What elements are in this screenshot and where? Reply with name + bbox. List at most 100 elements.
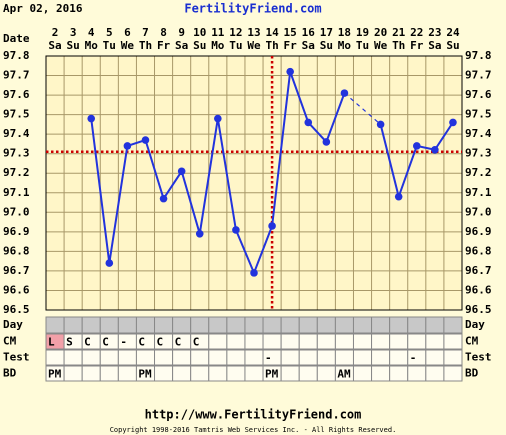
cell	[280, 333, 300, 350]
temperature-point	[449, 118, 457, 127]
cell	[63, 349, 83, 366]
cell	[172, 349, 192, 366]
y-tick-label: 97.4	[465, 127, 492, 140]
cell	[226, 316, 246, 334]
cell	[244, 316, 264, 334]
cell	[226, 365, 246, 382]
cell	[117, 349, 137, 366]
temperature-point	[250, 269, 258, 277]
y-tick-label: 96.5	[465, 303, 492, 316]
weekday-label: Fr	[410, 39, 424, 52]
cell	[99, 316, 119, 334]
temperature-point	[232, 226, 240, 234]
weekday-label: Mo	[211, 39, 225, 52]
weekday-label: Tu	[356, 39, 369, 52]
cell	[298, 349, 318, 366]
test-entry: -	[265, 352, 272, 365]
chart-date: Apr 02, 2016	[3, 2, 83, 15]
weekday-label: Sa	[175, 39, 188, 52]
cell	[352, 349, 373, 366]
test-entry: -	[410, 352, 417, 365]
cm-entry: C	[102, 336, 109, 349]
cell	[190, 316, 210, 334]
cell	[262, 316, 282, 334]
cell	[443, 333, 463, 350]
y-tick-label: 96.9	[465, 225, 492, 238]
cell	[208, 365, 228, 382]
weekday-label: Th	[139, 39, 152, 52]
cell	[244, 365, 264, 382]
date-label: 5	[106, 26, 113, 39]
cm-entry: S	[66, 336, 73, 349]
date-label: 13	[247, 26, 260, 39]
y-tick-label: 97.5	[3, 108, 30, 121]
footer-url: http://www.FertilityFriend.com	[145, 408, 362, 422]
cell	[172, 316, 192, 334]
cell	[425, 316, 445, 334]
temperature-point	[431, 145, 439, 154]
cell	[99, 365, 119, 382]
date-label: 11	[211, 26, 225, 39]
cell	[443, 349, 463, 366]
cell	[99, 349, 119, 366]
cell	[81, 316, 101, 334]
bd-entry: PM	[138, 368, 152, 381]
cm-entry: C	[84, 336, 91, 349]
weekday-label: Mo	[338, 39, 352, 52]
cell	[154, 349, 174, 366]
y-tick-label: 97.0	[465, 205, 492, 218]
y-tick-label: 97.3	[3, 147, 30, 160]
cell	[389, 333, 409, 350]
cell	[244, 333, 264, 350]
cell	[443, 316, 463, 334]
cell	[172, 365, 192, 382]
cell	[226, 349, 246, 366]
y-tick-label: 97.7	[3, 69, 30, 82]
y-tick-label: 97.7	[465, 69, 492, 82]
y-tick-label: 96.9	[3, 225, 30, 238]
bd-entry: AM	[337, 368, 351, 381]
weekday-label: Fr	[284, 39, 298, 52]
cell	[371, 316, 391, 334]
cell	[135, 316, 156, 334]
cell	[443, 365, 463, 382]
y-tick-label: 97.2	[3, 166, 30, 179]
y-tick-label: 97.3	[465, 147, 492, 160]
y-tick-label: 97.8	[465, 49, 492, 62]
cell	[226, 333, 246, 350]
date-label: 19	[356, 26, 369, 39]
row-label: BD	[465, 367, 479, 380]
row-label: Day	[3, 318, 23, 331]
cell	[352, 365, 373, 382]
cell	[389, 365, 409, 382]
date-label: 16	[302, 26, 316, 39]
date-label: 3	[70, 26, 77, 39]
temperature-point	[376, 120, 385, 129]
row-label: CM	[3, 335, 17, 348]
cell	[154, 365, 174, 382]
date-label: 17	[320, 26, 333, 39]
temperature-point	[394, 192, 403, 201]
temperature-point	[123, 142, 132, 150]
cell	[208, 349, 228, 366]
cell	[280, 316, 300, 334]
cell	[117, 365, 137, 382]
bd-entry: PM	[265, 368, 279, 381]
temperature-point	[322, 138, 331, 146]
y-tick-label: 97.2	[465, 166, 492, 179]
copyright: Copyright 1998-2016 Tamtris Web Services…	[110, 426, 397, 434]
weekday-label: We	[121, 39, 135, 52]
cell	[316, 365, 336, 382]
date-label: 18	[338, 26, 351, 39]
date-label: 23	[428, 26, 441, 39]
date-label: 9	[178, 26, 185, 39]
cell	[407, 316, 427, 334]
cell	[316, 333, 336, 350]
bd-entry: PM	[48, 368, 62, 381]
date-label: 7	[142, 26, 149, 39]
row-label: Date	[3, 32, 30, 45]
cell	[371, 365, 391, 382]
cell	[45, 349, 65, 366]
cm-entry: C	[138, 336, 145, 349]
cell	[407, 365, 427, 382]
